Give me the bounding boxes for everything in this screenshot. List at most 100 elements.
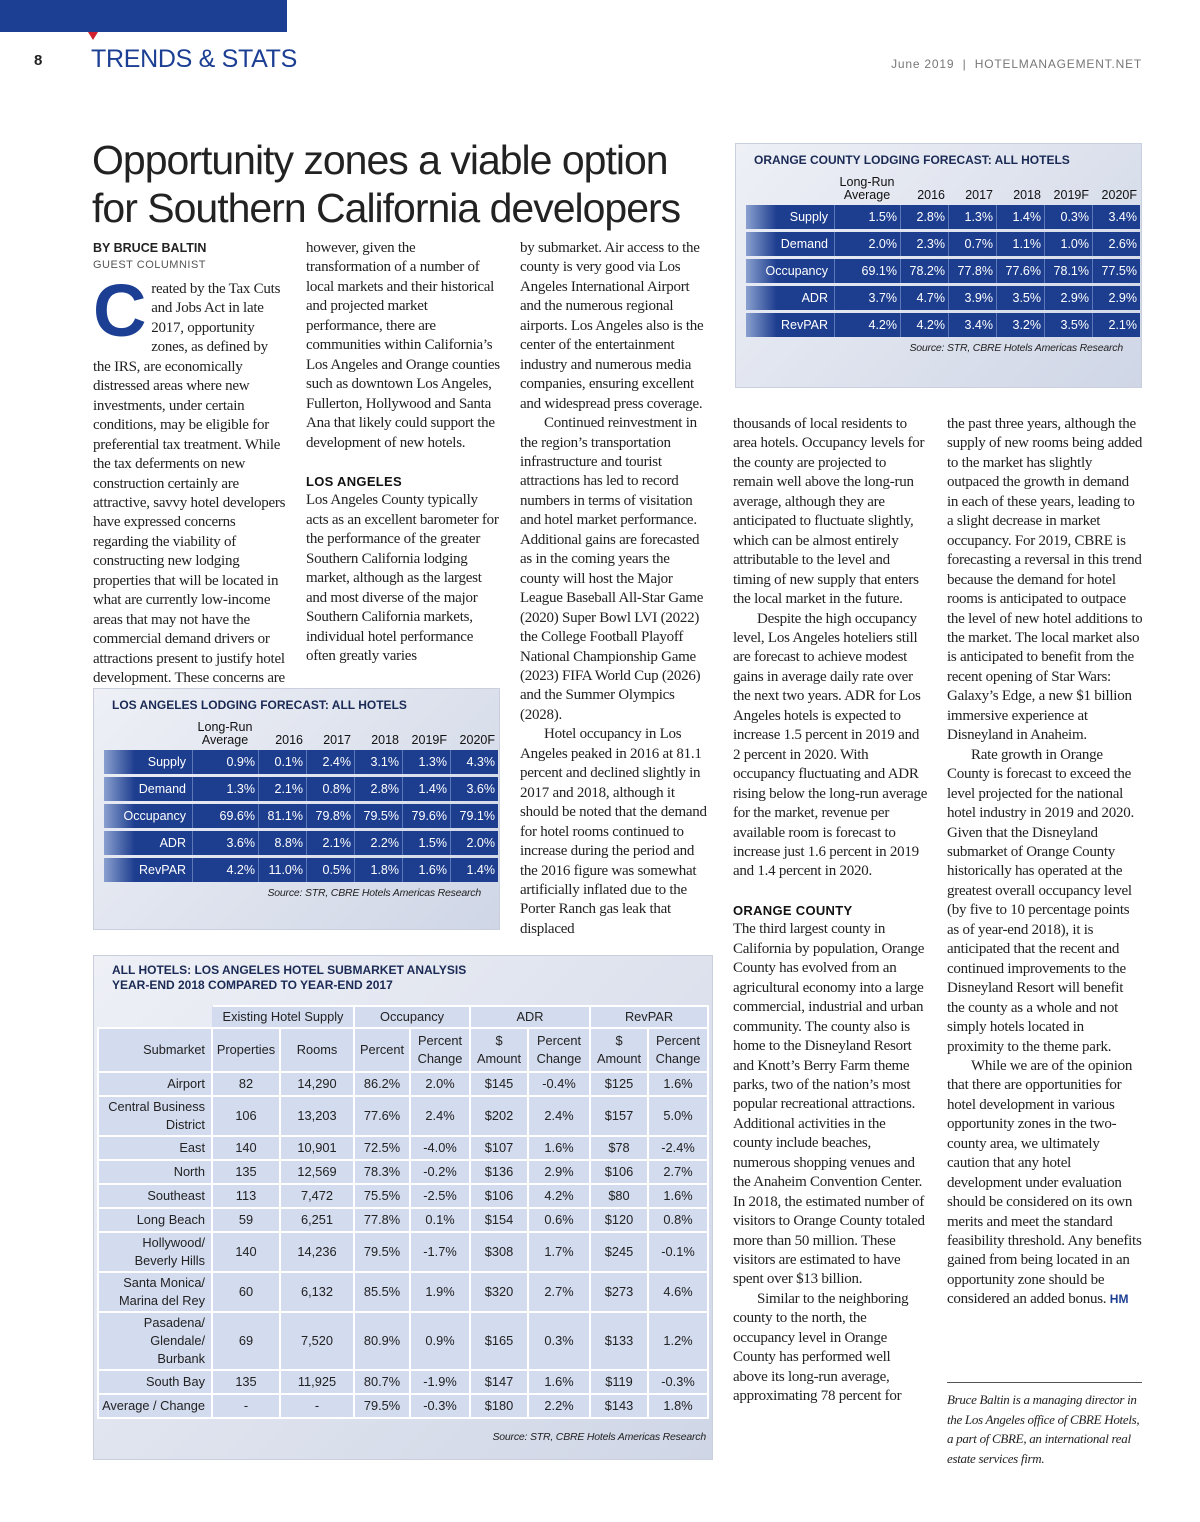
cell: 0.8%: [306, 777, 354, 801]
cell: 4.6%: [647, 1271, 709, 1313]
forecast-row: Supply 0.9% 0.1% 2.4% 3.1% 1.3% 4.3%: [104, 750, 498, 774]
cell: 4.2%: [527, 1183, 591, 1209]
cell: 79.5%: [354, 804, 402, 828]
cell: 0.9%: [192, 750, 258, 774]
cell: 77.8%: [353, 1207, 411, 1233]
paragraph-text: the past three years, although the suppl…: [947, 416, 1143, 744]
author-bio: Bruce Baltin is a managing director in t…: [947, 1392, 1140, 1466]
cell: 0.5%: [306, 858, 354, 882]
blank-header: [98, 1006, 212, 1029]
cell: 2.8%: [900, 205, 948, 229]
cell: 0.8%: [647, 1207, 709, 1233]
cell: 78.1%: [1044, 259, 1092, 283]
section-heading: LOS ANGELES: [306, 473, 402, 489]
group-header: ADR: [469, 1005, 591, 1029]
cell: 79.6%: [402, 804, 450, 828]
cell: 79.1%: [450, 804, 498, 828]
cell: 69: [211, 1311, 281, 1371]
cell: 1.7%: [527, 1231, 591, 1273]
cell: 81.1%: [258, 804, 306, 828]
cell: 7,472: [279, 1183, 355, 1209]
cell: 13,203: [279, 1095, 355, 1137]
cell: 1.2%: [647, 1311, 709, 1371]
cell: $154: [469, 1207, 529, 1233]
cell: 1.5%: [834, 205, 900, 229]
cell: 1.3%: [948, 205, 996, 229]
cell: $133: [589, 1311, 649, 1371]
headline-line: Opportunity zones a viable option: [92, 137, 669, 183]
cell: 2.3%: [900, 232, 948, 256]
cell: 77.8%: [948, 259, 996, 283]
submarket-name: North: [97, 1159, 213, 1185]
cell: -0.3%: [647, 1369, 709, 1395]
cell: 2.1%: [306, 831, 354, 855]
blank-header: [104, 721, 192, 747]
cell: 0.6%: [527, 1207, 591, 1233]
cell: 1.3%: [402, 750, 450, 774]
forecast-row: Occupancy 69.1% 78.2% 77.8% 77.6% 78.1% 77.5%: [746, 259, 1140, 283]
box-title: LOS ANGELES LODGING FORECAST: ALL HOTELS: [112, 698, 407, 712]
cell: 2.4%: [306, 750, 354, 774]
group-header: RevPAR: [589, 1005, 709, 1029]
paragraph: by submarket. Air access to the county i…: [520, 239, 710, 414]
cell: 60: [211, 1271, 281, 1313]
cell: 79.8%: [306, 804, 354, 828]
cell: 3.9%: [948, 286, 996, 310]
cell: 1.5%: [402, 831, 450, 855]
cell: 10,901: [279, 1135, 355, 1161]
paragraph: Rate growth in Orange County is forecast…: [947, 746, 1143, 1057]
cell: 0.3%: [1044, 205, 1092, 229]
paragraph: Despite the high occupancy level, Los An…: [733, 610, 928, 882]
column-header: 2016: [917, 188, 945, 202]
column-header: 2018: [1013, 188, 1041, 202]
submarket-name: Pasadena/ Glendale/ Burbank: [97, 1311, 213, 1371]
row-label: Demand: [746, 232, 834, 256]
cell: 3.6%: [192, 831, 258, 855]
text-column: however, given the transformation of a n…: [306, 239, 501, 667]
cell: 3.5%: [996, 286, 1044, 310]
paragraph: Similar to the neighboring county to the…: [733, 1290, 928, 1407]
cell: 3.7%: [834, 286, 900, 310]
submarket-row: Long Beach 59 6,251 77.8% 0.1% $154 0.6% $120 0.…: [97, 1207, 709, 1233]
cell: 140: [211, 1135, 281, 1161]
submarket-name: Long Beach: [97, 1207, 213, 1233]
drop-cap: C: [93, 269, 147, 352]
cell: 3.1%: [354, 750, 402, 774]
row-label: Occupancy: [746, 259, 834, 283]
byline: BY BRUCE BALTIN: [93, 241, 207, 255]
cell: $202: [469, 1095, 529, 1137]
paragraph-text: Los Angeles County typically acts as an …: [306, 492, 499, 665]
column-header: 2020F: [459, 733, 495, 747]
paragraph: Los Angeles County typically acts as an …: [306, 491, 501, 666]
cell: 77.6%: [353, 1095, 411, 1137]
cell: $180: [469, 1393, 529, 1419]
cell: 1.8%: [354, 858, 402, 882]
cell: $136: [469, 1159, 529, 1185]
cell: $125: [589, 1071, 649, 1097]
cell: 7,520: [279, 1311, 355, 1371]
forecast-row: ADR 3.7% 4.7% 3.9% 3.5% 2.9% 2.9%: [746, 286, 1140, 310]
cell: 2.9%: [527, 1159, 591, 1185]
row-label: RevPAR: [746, 313, 834, 337]
forecast-row: ADR 3.6% 8.8% 2.1% 2.2% 1.5% 2.0%: [104, 831, 498, 855]
row-label: Supply: [746, 205, 834, 229]
cell: 0.9%: [409, 1311, 471, 1371]
group-header: Occupancy: [353, 1005, 471, 1029]
cell: $157: [589, 1095, 649, 1137]
cell: 4.2%: [834, 313, 900, 337]
cell: 1.4%: [450, 858, 498, 882]
submarket-row: Central Business District 106 13,203 77.6% 2…: [97, 1095, 709, 1137]
forecast-row: Demand 1.3% 2.1% 0.8% 2.8% 1.4% 3.6%: [104, 777, 498, 801]
cell: 80.9%: [353, 1311, 411, 1371]
cell: -2.5%: [409, 1183, 471, 1209]
cell: 14,236: [279, 1231, 355, 1273]
issue-info: June 2019 | HOTELMANAGEMENT.NET: [891, 57, 1142, 71]
cell: $80: [589, 1183, 649, 1209]
cell: 4.2%: [900, 313, 948, 337]
cell: 4.3%: [450, 750, 498, 774]
column-header: Percent Change: [527, 1027, 591, 1073]
paragraph: the past three years, although the suppl…: [947, 415, 1143, 746]
submarket-name: Santa Monica/ Marina del Rey: [97, 1271, 213, 1313]
